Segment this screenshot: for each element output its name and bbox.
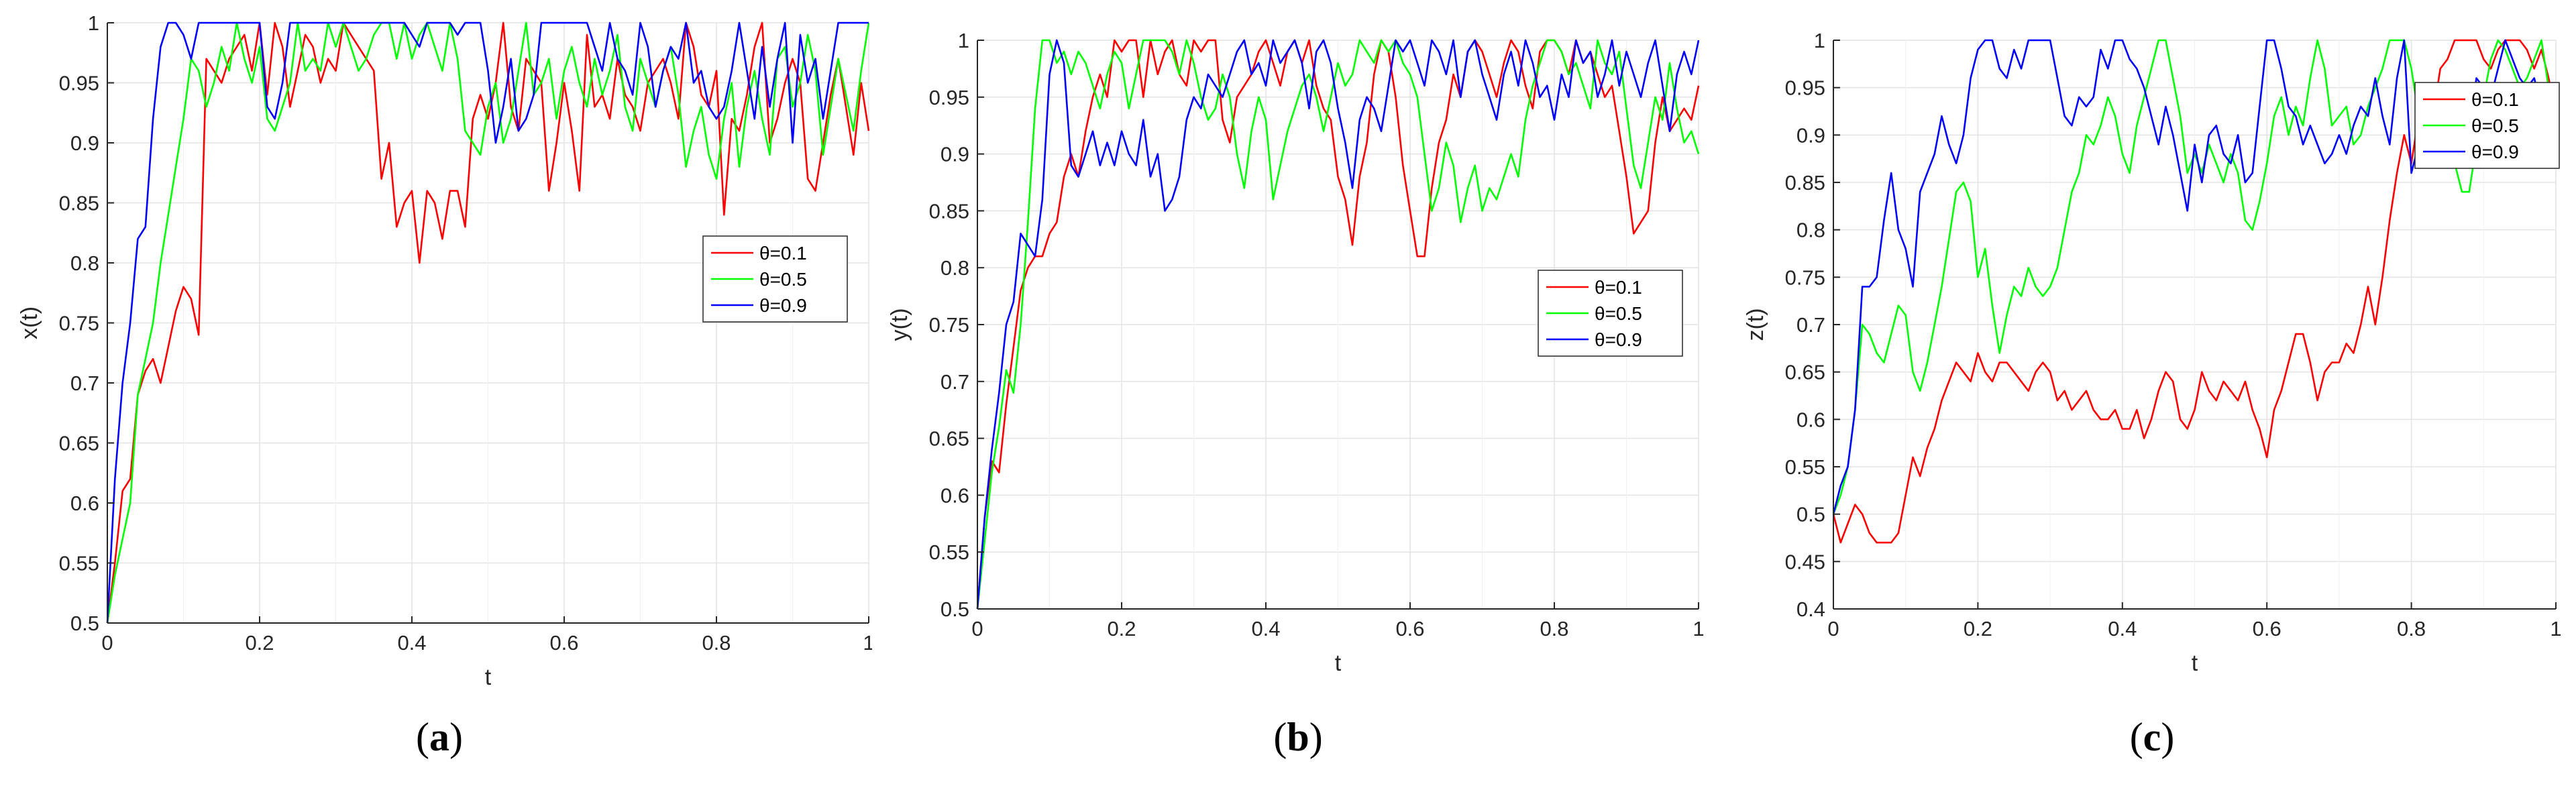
y-tick-label: 0.45 [1785,550,1825,573]
y-tick-label: 0.9 [941,143,969,166]
y-tick-label: 0.95 [1785,76,1825,100]
x-tick-label: 0.6 [1395,617,1424,640]
y-tick-label: 0.75 [929,313,969,337]
legend-label-2: θ=0.5 [2471,115,2519,136]
y-tick-label: 0.4 [1796,598,1825,621]
legend-label-3: θ=0.9 [2471,142,2519,162]
x-tick-label: 0.2 [1964,617,1992,640]
x-tick-label: 1 [863,631,872,655]
legend-label-1: θ=0.1 [759,243,807,264]
y-tick-label: 0.9 [1796,123,1825,147]
y-axis-label: y(t) [887,308,912,341]
legend: θ=0.1 θ=0.5 θ=0.9 [702,235,848,323]
y-tick-label: 0.85 [59,192,99,215]
panel-label-a: a [429,715,449,759]
y-tick-label: 0.55 [1785,455,1825,479]
x-tick-label: 0.4 [397,631,426,655]
y-tick-label: 0.7 [941,370,969,394]
y-tick-label: 0.6 [1796,408,1825,431]
series-line-3 [106,21,869,624]
panel-label-b: b [1287,715,1309,759]
y-tick-label: 0.65 [1785,361,1825,384]
x-tick-label: 0.6 [2253,617,2282,640]
panel-caption-b: (b) [1273,715,1323,759]
y-tick-label: 0.65 [929,427,969,451]
x-axis-label: t [485,665,492,690]
y-tick-label: 0.7 [70,372,99,395]
y-tick-label: 0.5 [70,612,99,635]
y-tick-label: 0.7 [1796,313,1825,337]
y-axis-label: x(t) [17,306,42,339]
y-tick-label: 0.85 [1785,171,1825,194]
legend-label-3: θ=0.9 [1595,329,1642,350]
y-axis-label: z(t) [1743,308,1768,341]
y-tick-label: 0.8 [941,256,969,280]
series-line-2 [106,21,870,624]
x-axis-label: t [2192,651,2198,676]
panel-caption-a: (a) [416,715,463,759]
y-tick-label: 0.95 [929,86,969,109]
y-tick-label: 1 [88,11,99,35]
y-tick-label: 0.95 [59,72,99,95]
x-tick-label: 1 [2550,617,2561,640]
chart-panel-b: 0 0.2 0.4 0.6 0.8 1 0.5 0.55 0.6 0.65 0.7 0.75 0.8 0.… [887,29,1705,676]
legend-label-1: θ=0.1 [2471,89,2519,110]
y-tick-label: 1 [958,29,969,52]
y-tick-label: 0.5 [941,598,969,621]
y-tick-label: 0.6 [941,484,969,507]
y-tick-label: 0.75 [1785,266,1825,289]
y-tick-label: 0.55 [59,552,99,575]
x-tick-label: 0 [971,617,983,640]
x-tick-label: 0 [101,631,113,655]
series-line-3 [976,39,1700,610]
y-tick-label: 0.85 [929,199,969,223]
grid-lines [107,22,869,624]
y-tick-label: 1 [1814,29,1825,52]
x-tick-label: 0.4 [1251,617,1280,640]
y-tick-label: 0.8 [70,251,99,275]
y-tick-label: 0.65 [59,432,99,455]
y-tick-label: 0.5 [1796,503,1825,526]
y-tick-label: 0.55 [929,541,969,564]
legend-label-1: θ=0.1 [1595,277,1642,298]
y-tick-label: 0.6 [70,492,99,515]
chart-panel-a: 0 0.2 0.4 0.6 0.8 1 0.5 0.55 0.6 0.65 0.7 0.75 0.8 0.… [17,11,872,690]
legend: θ=0.1 θ=0.5 θ=0.9 [2414,82,2560,169]
x-tick-label: 1 [1693,617,1704,640]
legend-label-3: θ=0.9 [759,295,807,316]
legend-label-2: θ=0.5 [759,269,807,290]
y-tick-label: 0.9 [70,131,99,155]
x-tick-label: 0.2 [245,631,274,655]
x-tick-label: 0.4 [2108,617,2137,640]
panel-caption-c: (c) [2129,715,2175,759]
legend-label-2: θ=0.5 [1595,303,1642,324]
x-tick-label: 0.2 [1107,617,1136,640]
x-tick-label: 0.8 [2397,617,2426,640]
legend: θ=0.1 θ=0.5 θ=0.9 [1538,270,1683,357]
chart-panel-c: 0 0.2 0.4 0.6 0.8 1 0.4 0.45 0.5 0.55 0.6 0.65 0.7 0.… [1743,29,2562,676]
x-tick-label: 0.6 [549,631,578,655]
x-axis-label: t [1335,651,1342,676]
y-tick-label: 0.75 [59,312,99,335]
panel-label-c: c [2143,715,2161,759]
y-tick-label: 0.8 [1796,219,1825,242]
x-tick-label: 0 [1827,617,1839,640]
series-line-1 [106,21,870,624]
x-tick-label: 0.8 [1540,617,1568,640]
x-tick-label: 0.8 [702,631,731,655]
series-line-2 [976,39,1700,610]
